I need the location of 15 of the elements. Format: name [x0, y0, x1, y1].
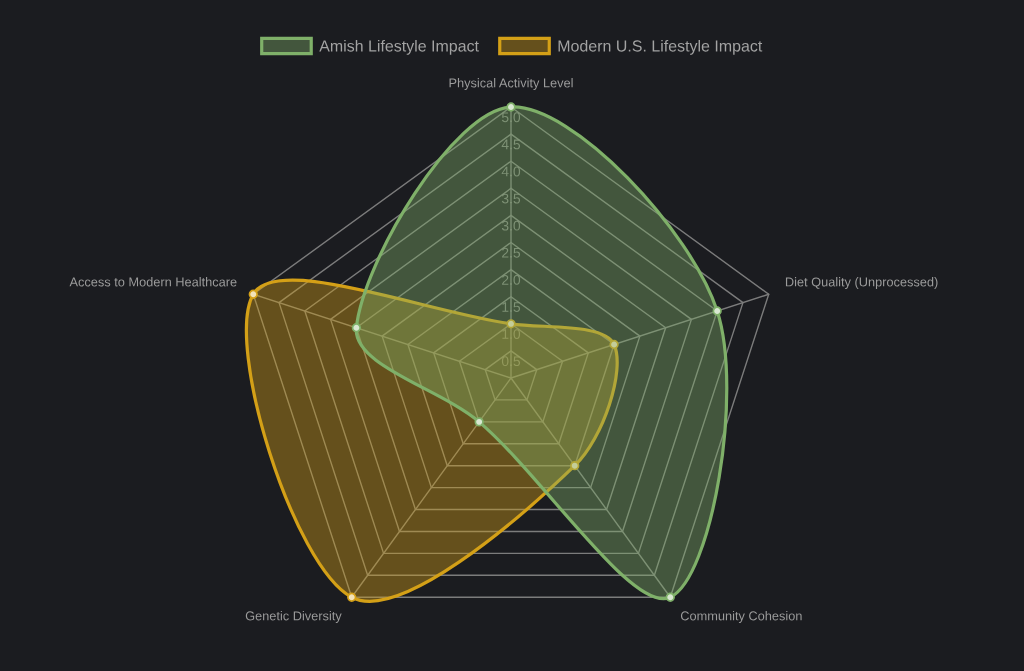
- y-tick-label: 2.0: [502, 274, 521, 285]
- spoke-label: Diet Quality (Unprocessed): [785, 277, 938, 289]
- legend-label: Amish Lifestyle Impact: [319, 39, 479, 55]
- y-tick-label: 2.5: [502, 247, 521, 258]
- y-tick-label: 4.0: [501, 166, 521, 177]
- spoke-label: Genetic Diversity: [245, 611, 342, 623]
- spoke-label: Community Cohesion: [680, 611, 802, 623]
- y-tick-label: 4.5: [501, 139, 521, 150]
- legend-label: Modern U.S. Lifestyle Impact: [558, 39, 763, 55]
- spoke-label: Access to Modern Healthcare: [69, 277, 237, 287]
- y-tick-label: 3.5: [501, 193, 521, 204]
- y-tick-label: 3.0: [501, 220, 521, 231]
- spoke-label: Physical Activity Level: [449, 78, 573, 90]
- y-tick-label: 5.0: [501, 112, 521, 123]
- y-tick-label: 1.5: [502, 302, 521, 312]
